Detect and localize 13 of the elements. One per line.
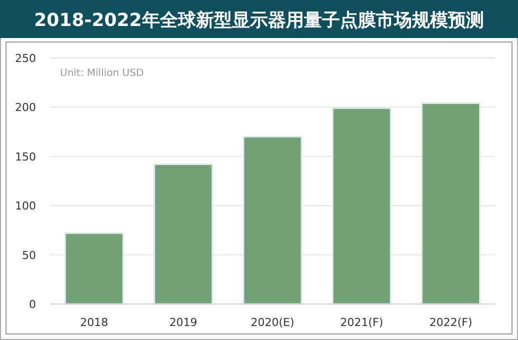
x-tick-label: 2020(E) bbox=[250, 316, 294, 329]
y-tick-label: 100 bbox=[15, 200, 36, 213]
chart-title: 2018-2022年全球新型显示器用量子点膜市场规模预测 bbox=[34, 10, 484, 31]
x-tick-label: 2021(F) bbox=[340, 316, 384, 329]
y-tick-label: 0 bbox=[29, 298, 36, 311]
y-tick-label: 150 bbox=[15, 150, 36, 164]
x-tick-label: 2019 bbox=[169, 316, 198, 329]
x-tick-label: 2022(F) bbox=[429, 316, 472, 329]
y-tick-label: 250 bbox=[15, 52, 36, 65]
y-tick-label: 50 bbox=[22, 248, 36, 262]
annotation: Unit: Million USD bbox=[60, 68, 144, 79]
y-tick-label: 200 bbox=[15, 101, 36, 114]
x-tick-label: 2018 bbox=[80, 316, 108, 329]
